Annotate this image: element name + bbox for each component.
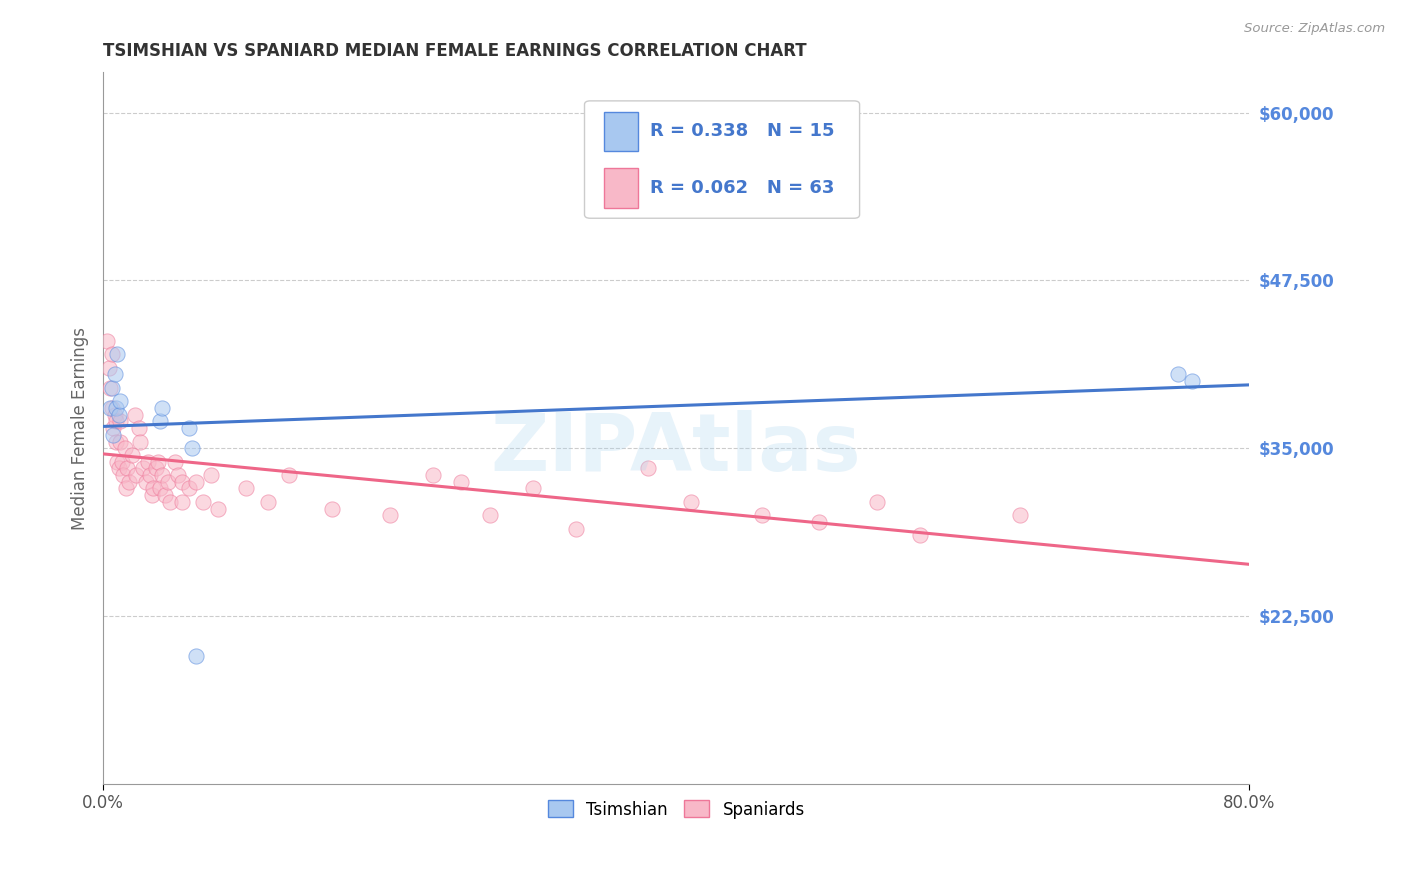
Text: Source: ZipAtlas.com: Source: ZipAtlas.com <box>1244 22 1385 36</box>
Point <box>110 394 132 409</box>
Point <box>128 421 150 435</box>
Text: ZIPAtlas: ZIPAtlas <box>491 410 862 489</box>
Point <box>808 515 831 529</box>
Point <box>105 414 128 428</box>
Point <box>107 347 129 361</box>
Point <box>166 468 188 483</box>
Point <box>98 381 121 395</box>
Point <box>149 482 172 496</box>
Point <box>97 360 120 375</box>
Point <box>118 475 141 489</box>
Point <box>132 461 155 475</box>
Point <box>104 408 127 422</box>
Point <box>679 495 702 509</box>
Point <box>115 482 138 496</box>
Point <box>170 475 193 489</box>
Point <box>1010 508 1032 523</box>
Point <box>156 475 179 489</box>
FancyBboxPatch shape <box>605 112 638 151</box>
Point <box>121 448 143 462</box>
Point <box>150 401 173 415</box>
Point <box>108 408 131 422</box>
Point <box>96 334 118 348</box>
Legend: Tsimshian, Spaniards: Tsimshian, Spaniards <box>541 794 811 825</box>
Point <box>146 455 169 469</box>
Point <box>111 455 134 469</box>
Point <box>105 401 128 415</box>
Point <box>321 501 343 516</box>
Text: R = 0.338   N = 15: R = 0.338 N = 15 <box>650 122 834 140</box>
Point <box>153 488 176 502</box>
Point <box>177 421 200 435</box>
Point <box>193 495 215 509</box>
Point <box>117 461 139 475</box>
Point <box>141 488 163 502</box>
Point <box>200 468 222 483</box>
Point <box>145 461 167 475</box>
Point <box>207 501 229 516</box>
Point <box>1181 374 1204 388</box>
FancyBboxPatch shape <box>585 101 859 219</box>
Point <box>637 461 659 475</box>
Point <box>100 401 122 415</box>
Point <box>181 441 204 455</box>
FancyBboxPatch shape <box>605 169 638 208</box>
Point <box>150 468 173 483</box>
Point <box>751 508 773 523</box>
Point <box>110 434 132 449</box>
Point <box>124 408 146 422</box>
Point <box>177 482 200 496</box>
Point <box>142 482 165 496</box>
Point <box>100 381 122 395</box>
Point <box>135 475 157 489</box>
Point <box>422 468 444 483</box>
Point <box>159 495 181 509</box>
Point <box>565 522 588 536</box>
Point <box>114 441 136 455</box>
Point <box>105 434 128 449</box>
Y-axis label: Median Female Earnings: Median Female Earnings <box>72 326 89 530</box>
Point <box>101 421 124 435</box>
Point <box>908 528 931 542</box>
Point <box>112 468 135 483</box>
Point <box>125 468 148 483</box>
Point <box>450 475 472 489</box>
Point <box>98 401 121 415</box>
Point <box>100 347 122 361</box>
Point <box>478 508 501 523</box>
Point <box>163 455 186 469</box>
Point <box>522 482 544 496</box>
Text: TSIMSHIAN VS SPANIARD MEDIAN FEMALE EARNINGS CORRELATION CHART: TSIMSHIAN VS SPANIARD MEDIAN FEMALE EARN… <box>103 42 807 60</box>
Point <box>278 468 301 483</box>
Point <box>186 475 208 489</box>
Point <box>107 455 129 469</box>
Point <box>866 495 889 509</box>
Point <box>104 368 127 382</box>
Point <box>129 434 152 449</box>
Point <box>110 414 132 428</box>
Point <box>378 508 401 523</box>
Point <box>170 495 193 509</box>
Point <box>136 455 159 469</box>
Point <box>139 468 162 483</box>
Point <box>257 495 280 509</box>
Point <box>101 427 124 442</box>
Point <box>108 461 131 475</box>
Text: R = 0.062   N = 63: R = 0.062 N = 63 <box>650 179 834 197</box>
Point <box>186 649 208 664</box>
Point <box>235 482 257 496</box>
Point <box>149 414 172 428</box>
Point <box>1167 368 1189 382</box>
